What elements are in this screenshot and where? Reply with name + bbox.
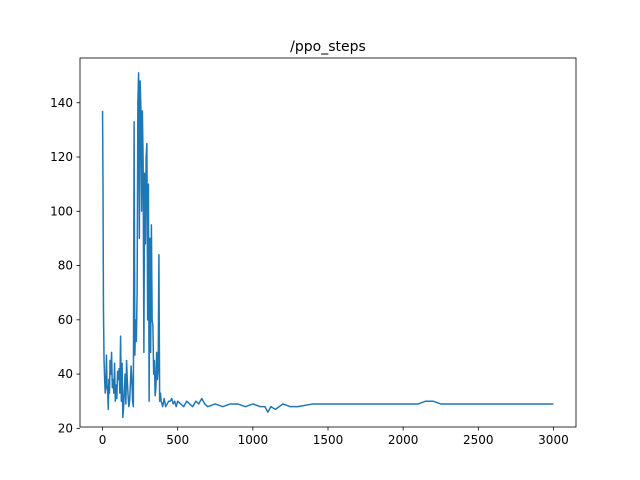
x-tick-label: 3000 (538, 433, 569, 447)
x-tick-label: 2000 (388, 433, 419, 447)
y-tick-label: 80 (58, 259, 73, 273)
y-tick-label: 100 (50, 204, 73, 218)
y-tick-label: 140 (50, 96, 73, 110)
x-tick-label: 1000 (238, 433, 269, 447)
x-tick-label: 0 (99, 433, 107, 447)
y-tick-label: 120 (50, 150, 73, 164)
y-tick-label: 40 (58, 367, 73, 381)
series-line-0 (101, 72, 554, 419)
y-tick-label: 20 (58, 421, 73, 435)
chart-title: /ppo_steps (290, 39, 366, 55)
x-tick-label: 1500 (313, 433, 344, 447)
x-tick-label: 2500 (463, 433, 494, 447)
x-tick-label: 500 (166, 433, 189, 447)
y-tick-label: 60 (58, 313, 73, 327)
